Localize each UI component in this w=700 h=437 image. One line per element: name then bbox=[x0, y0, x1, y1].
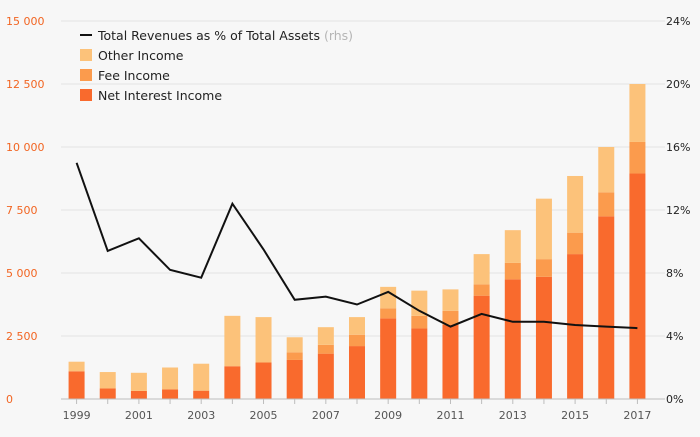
bar-segment bbox=[567, 176, 583, 233]
bar-segment bbox=[287, 360, 303, 399]
bar-segment bbox=[287, 337, 303, 352]
x-tick-label: 2017 bbox=[623, 409, 651, 422]
bar-segment bbox=[505, 279, 521, 399]
bar-segment bbox=[69, 371, 85, 399]
x-tick-label: 2015 bbox=[561, 409, 589, 422]
y-left-tick-label: 2 500 bbox=[6, 330, 38, 343]
bar-segment bbox=[69, 362, 85, 372]
y-right-tick-label: 16% bbox=[666, 141, 690, 154]
bar-segment bbox=[567, 254, 583, 399]
legend-label: Fee Income bbox=[98, 68, 170, 83]
bar-segment bbox=[349, 346, 365, 399]
x-tick-label: 2005 bbox=[250, 409, 278, 422]
x-tick-label: 2009 bbox=[374, 409, 402, 422]
bar-segment bbox=[100, 388, 116, 399]
bar-series bbox=[69, 84, 646, 399]
bar-segment bbox=[629, 84, 645, 142]
bar-segment bbox=[598, 216, 614, 399]
bar-segment bbox=[193, 364, 209, 391]
legend-label: Net Interest Income bbox=[98, 88, 222, 103]
bar-segment bbox=[536, 259, 552, 277]
bar-segment bbox=[256, 317, 272, 362]
bar-segment bbox=[224, 316, 240, 366]
bar-segment bbox=[318, 354, 334, 399]
legend-box-swatch bbox=[80, 89, 92, 101]
bar-segment bbox=[256, 362, 272, 399]
bar-segment bbox=[349, 335, 365, 346]
legend: Total Revenues as % of Total Assets (rhs… bbox=[80, 28, 353, 103]
y-right-tick-label: 12% bbox=[666, 204, 690, 217]
bar-segment bbox=[318, 327, 334, 345]
x-tick-label: 1999 bbox=[63, 409, 91, 422]
x-tick-label: 2003 bbox=[187, 409, 215, 422]
bar-segment bbox=[162, 389, 178, 399]
x-tick-label: 2011 bbox=[436, 409, 464, 422]
x-tick-label: 2001 bbox=[125, 409, 153, 422]
bar-segment bbox=[474, 254, 490, 284]
y-left-tick-label: 12 500 bbox=[6, 78, 45, 91]
y-right-tick-label: 24% bbox=[666, 15, 690, 28]
bar-segment bbox=[505, 263, 521, 279]
bar-segment bbox=[442, 311, 458, 325]
bar-segment bbox=[131, 373, 147, 391]
legend-box-swatch bbox=[80, 69, 92, 81]
bar-segment bbox=[131, 391, 147, 399]
bar-segment bbox=[162, 368, 178, 390]
y-left-tick-label: 0 bbox=[6, 393, 13, 406]
bar-segment bbox=[629, 173, 645, 399]
bar-segment bbox=[380, 318, 396, 399]
bar-segment bbox=[567, 233, 583, 254]
bar-segment bbox=[411, 291, 427, 316]
bar-segment bbox=[505, 230, 521, 263]
bar-segment bbox=[318, 345, 334, 354]
bar-segment bbox=[193, 391, 209, 399]
y-right-tick-label: 20% bbox=[666, 78, 690, 91]
y-right-tick-label: 0% bbox=[666, 393, 683, 406]
bar-segment bbox=[287, 352, 303, 360]
bar-segment bbox=[100, 372, 116, 388]
x-tick-label: 2013 bbox=[499, 409, 527, 422]
y-left-tick-label: 5 000 bbox=[6, 267, 38, 280]
bar-segment bbox=[380, 287, 396, 308]
legend-label: Total Revenues as % of Total Assets (rhs… bbox=[97, 28, 353, 43]
bar-segment bbox=[349, 317, 365, 335]
bar-segment bbox=[629, 142, 645, 174]
bar-segment bbox=[474, 296, 490, 399]
bar-segment bbox=[536, 199, 552, 259]
legend-box-swatch bbox=[80, 49, 92, 61]
bar-segment bbox=[411, 316, 427, 329]
bar-segment bbox=[536, 277, 552, 399]
bar-segment bbox=[598, 147, 614, 192]
bar-segment bbox=[442, 289, 458, 310]
legend-label: Other Income bbox=[98, 48, 184, 63]
y-left-tick-label: 15 000 bbox=[6, 15, 45, 28]
y-right-tick-label: 8% bbox=[666, 267, 683, 280]
line-path bbox=[77, 163, 638, 328]
bar-segment bbox=[474, 284, 490, 295]
revenue-ratio-line-series bbox=[77, 163, 638, 328]
bar-segment bbox=[598, 192, 614, 216]
legend-label-suffix: (rhs) bbox=[320, 28, 353, 43]
bar-segment bbox=[411, 328, 427, 399]
bar-segment bbox=[224, 366, 240, 399]
y-right-tick-label: 4% bbox=[666, 330, 683, 343]
x-tick-label: 2007 bbox=[312, 409, 340, 422]
bar-segment bbox=[442, 325, 458, 399]
y-left-tick-label: 7 500 bbox=[6, 204, 38, 217]
bar-segment bbox=[380, 308, 396, 318]
y-left-tick-label: 10 000 bbox=[6, 141, 45, 154]
